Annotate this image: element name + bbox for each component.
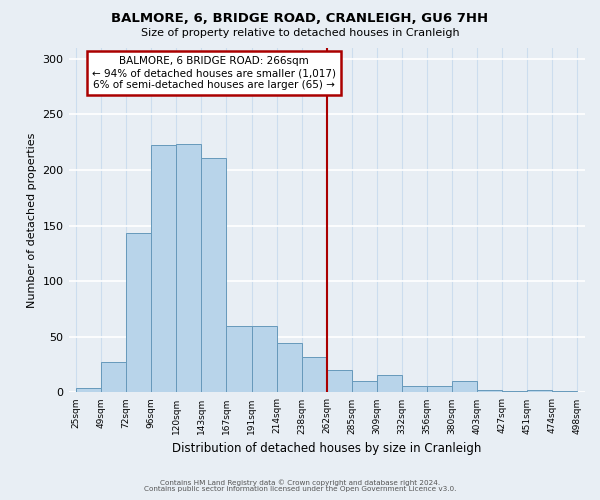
Bar bbox=[101, 362, 126, 392]
Text: BALMORE, 6 BRIDGE ROAD: 266sqm
← 94% of detached houses are smaller (1,017)
6% o: BALMORE, 6 BRIDGE ROAD: 266sqm ← 94% of … bbox=[92, 56, 336, 90]
Bar bbox=[377, 374, 402, 392]
Bar bbox=[151, 146, 176, 392]
Text: BALMORE, 6, BRIDGE ROAD, CRANLEIGH, GU6 7HH: BALMORE, 6, BRIDGE ROAD, CRANLEIGH, GU6 … bbox=[112, 12, 488, 26]
Bar bbox=[251, 326, 277, 392]
Bar bbox=[477, 390, 502, 392]
Bar bbox=[352, 382, 377, 392]
Bar bbox=[302, 357, 327, 392]
Bar bbox=[277, 344, 302, 392]
Bar bbox=[202, 158, 226, 392]
Bar bbox=[76, 388, 101, 392]
Bar bbox=[176, 144, 202, 392]
Text: Size of property relative to detached houses in Cranleigh: Size of property relative to detached ho… bbox=[140, 28, 460, 38]
Y-axis label: Number of detached properties: Number of detached properties bbox=[27, 132, 37, 308]
Bar bbox=[402, 386, 427, 392]
Bar bbox=[427, 386, 452, 392]
Bar bbox=[226, 326, 251, 392]
Bar bbox=[527, 390, 553, 392]
Text: Contains HM Land Registry data © Crown copyright and database right 2024.
Contai: Contains HM Land Registry data © Crown c… bbox=[144, 479, 456, 492]
X-axis label: Distribution of detached houses by size in Cranleigh: Distribution of detached houses by size … bbox=[172, 442, 481, 455]
Bar bbox=[126, 234, 151, 392]
Bar bbox=[327, 370, 352, 392]
Bar bbox=[452, 382, 477, 392]
